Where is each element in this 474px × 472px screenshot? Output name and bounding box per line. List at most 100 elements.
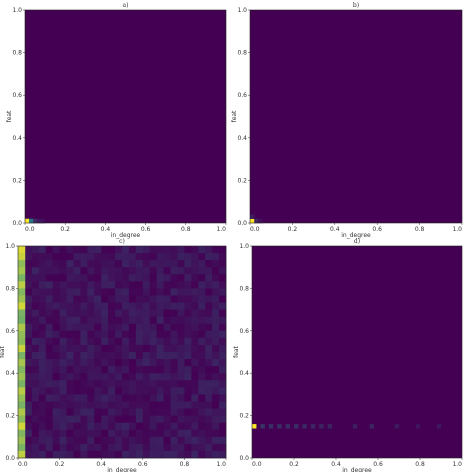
heatmap-cell	[108, 436, 116, 445]
heatmap-cell	[198, 387, 206, 395]
heatmap-cell	[198, 330, 206, 339]
heatmap-cell	[24, 352, 33, 360]
heatmap-cell	[142, 401, 151, 409]
heatmap-cell	[24, 316, 33, 325]
heatmap-cell	[87, 316, 95, 325]
heatmap-cell	[45, 408, 53, 416]
heatmap-cell	[73, 288, 81, 296]
heatmap-cell	[94, 422, 102, 431]
heatmap-cell	[149, 443, 157, 452]
heatmap-cell	[18, 394, 26, 402]
heatmap-cell	[205, 429, 213, 438]
heatmap-cell	[163, 436, 171, 445]
y-tick-label: 0.4	[239, 370, 249, 377]
heatmap-cell	[87, 394, 95, 402]
heatmap-cell	[73, 281, 81, 289]
heatmap-cell	[52, 316, 60, 325]
heatmap-cell	[212, 450, 220, 459]
heatmap-cell	[73, 246, 81, 254]
heatmap-cell	[52, 309, 60, 317]
heatmap-cell	[94, 253, 102, 261]
heatmap-cell	[198, 260, 206, 268]
heatmap-cell	[31, 288, 40, 296]
heatmap-cell	[31, 274, 40, 282]
heatmap-cell	[170, 429, 178, 438]
heatmap-cell	[101, 415, 109, 423]
heatmap-cell	[52, 415, 60, 423]
heatmap-cell	[59, 260, 67, 268]
heatmap-cell	[177, 415, 185, 423]
heatmap-cell	[170, 344, 178, 353]
heatmap-cell	[142, 352, 151, 360]
heatmap-cell	[177, 295, 185, 303]
heatmap-cell	[177, 288, 185, 296]
heatmap-cell	[52, 246, 60, 254]
heatmap-cell	[73, 436, 81, 445]
heatmap-cell	[45, 302, 53, 310]
heatmap-cell	[191, 387, 199, 395]
heatmap-cell	[73, 429, 81, 438]
heatmap-cell	[18, 366, 26, 374]
heatmap-cell	[191, 260, 199, 268]
heatmap-cell	[156, 422, 164, 431]
heatmap-cell	[170, 295, 178, 303]
heatmap-cell	[122, 246, 130, 254]
heatmap-cell	[87, 330, 95, 339]
heatmap-cell	[149, 415, 157, 423]
heatmap-cell	[115, 281, 123, 289]
heatmap-cell	[156, 352, 164, 360]
heatmap-cell	[66, 330, 74, 339]
heatmap-cell	[135, 373, 144, 381]
heatmap-cell	[184, 450, 192, 459]
heatmap-cell	[170, 387, 178, 395]
heatmap-cell	[219, 246, 227, 254]
heatmap-cell	[122, 394, 130, 402]
y-axis-label: feat	[6, 110, 13, 122]
plot-frame	[17, 245, 227, 459]
heatmap-cell	[45, 415, 53, 423]
heatmap-cell	[219, 366, 227, 374]
heatmap-cell	[108, 401, 116, 409]
heatmap-cell	[135, 387, 144, 395]
heatmap-cell	[135, 450, 144, 459]
heatmap-cell	[205, 359, 213, 367]
heatmap-cell	[73, 415, 81, 423]
heatmap-cell	[101, 323, 109, 332]
heatmap-cell	[31, 443, 40, 452]
heatmap-cell	[45, 253, 53, 261]
heatmap-cell	[115, 344, 123, 353]
heatmap-cell	[310, 424, 316, 429]
heatmap-cell	[191, 295, 199, 303]
heatmap-cell	[135, 408, 144, 416]
heatmap-cell	[115, 288, 123, 296]
heatmap-cell	[122, 330, 130, 339]
heatmap-cell	[135, 415, 144, 423]
y-tick-label: 0.0	[5, 455, 15, 462]
heatmap-cell	[219, 260, 227, 268]
x-tick-label: 0.4	[330, 226, 340, 233]
heatmap-cell	[128, 359, 137, 367]
y-tick-label: 0.2	[5, 413, 15, 420]
heatmap-cell	[212, 373, 220, 381]
heatmap-cell	[198, 267, 206, 275]
heatmap-cell	[128, 429, 137, 438]
heatmap-cell	[163, 302, 171, 310]
heatmap-cell	[142, 316, 151, 325]
heatmap-cell	[268, 424, 274, 429]
heatmap-cell	[59, 387, 67, 395]
heatmap-cell	[205, 352, 213, 360]
heatmap-cell	[31, 450, 40, 459]
heatmap-cell	[184, 323, 192, 332]
heatmap-cell	[94, 450, 102, 459]
heatmap-cell	[87, 344, 95, 353]
heatmap-cell	[59, 323, 67, 332]
heatmap-cell	[163, 281, 171, 289]
heatmap-cell	[191, 352, 199, 360]
heatmap-cell	[163, 295, 171, 303]
heatmap-cell	[52, 260, 60, 268]
heatmap-cell	[101, 281, 109, 289]
heatmap-cell	[122, 337, 130, 346]
heatmap-cell	[66, 309, 74, 317]
heatmap-cell	[205, 309, 213, 317]
heatmap-cell	[163, 309, 171, 317]
